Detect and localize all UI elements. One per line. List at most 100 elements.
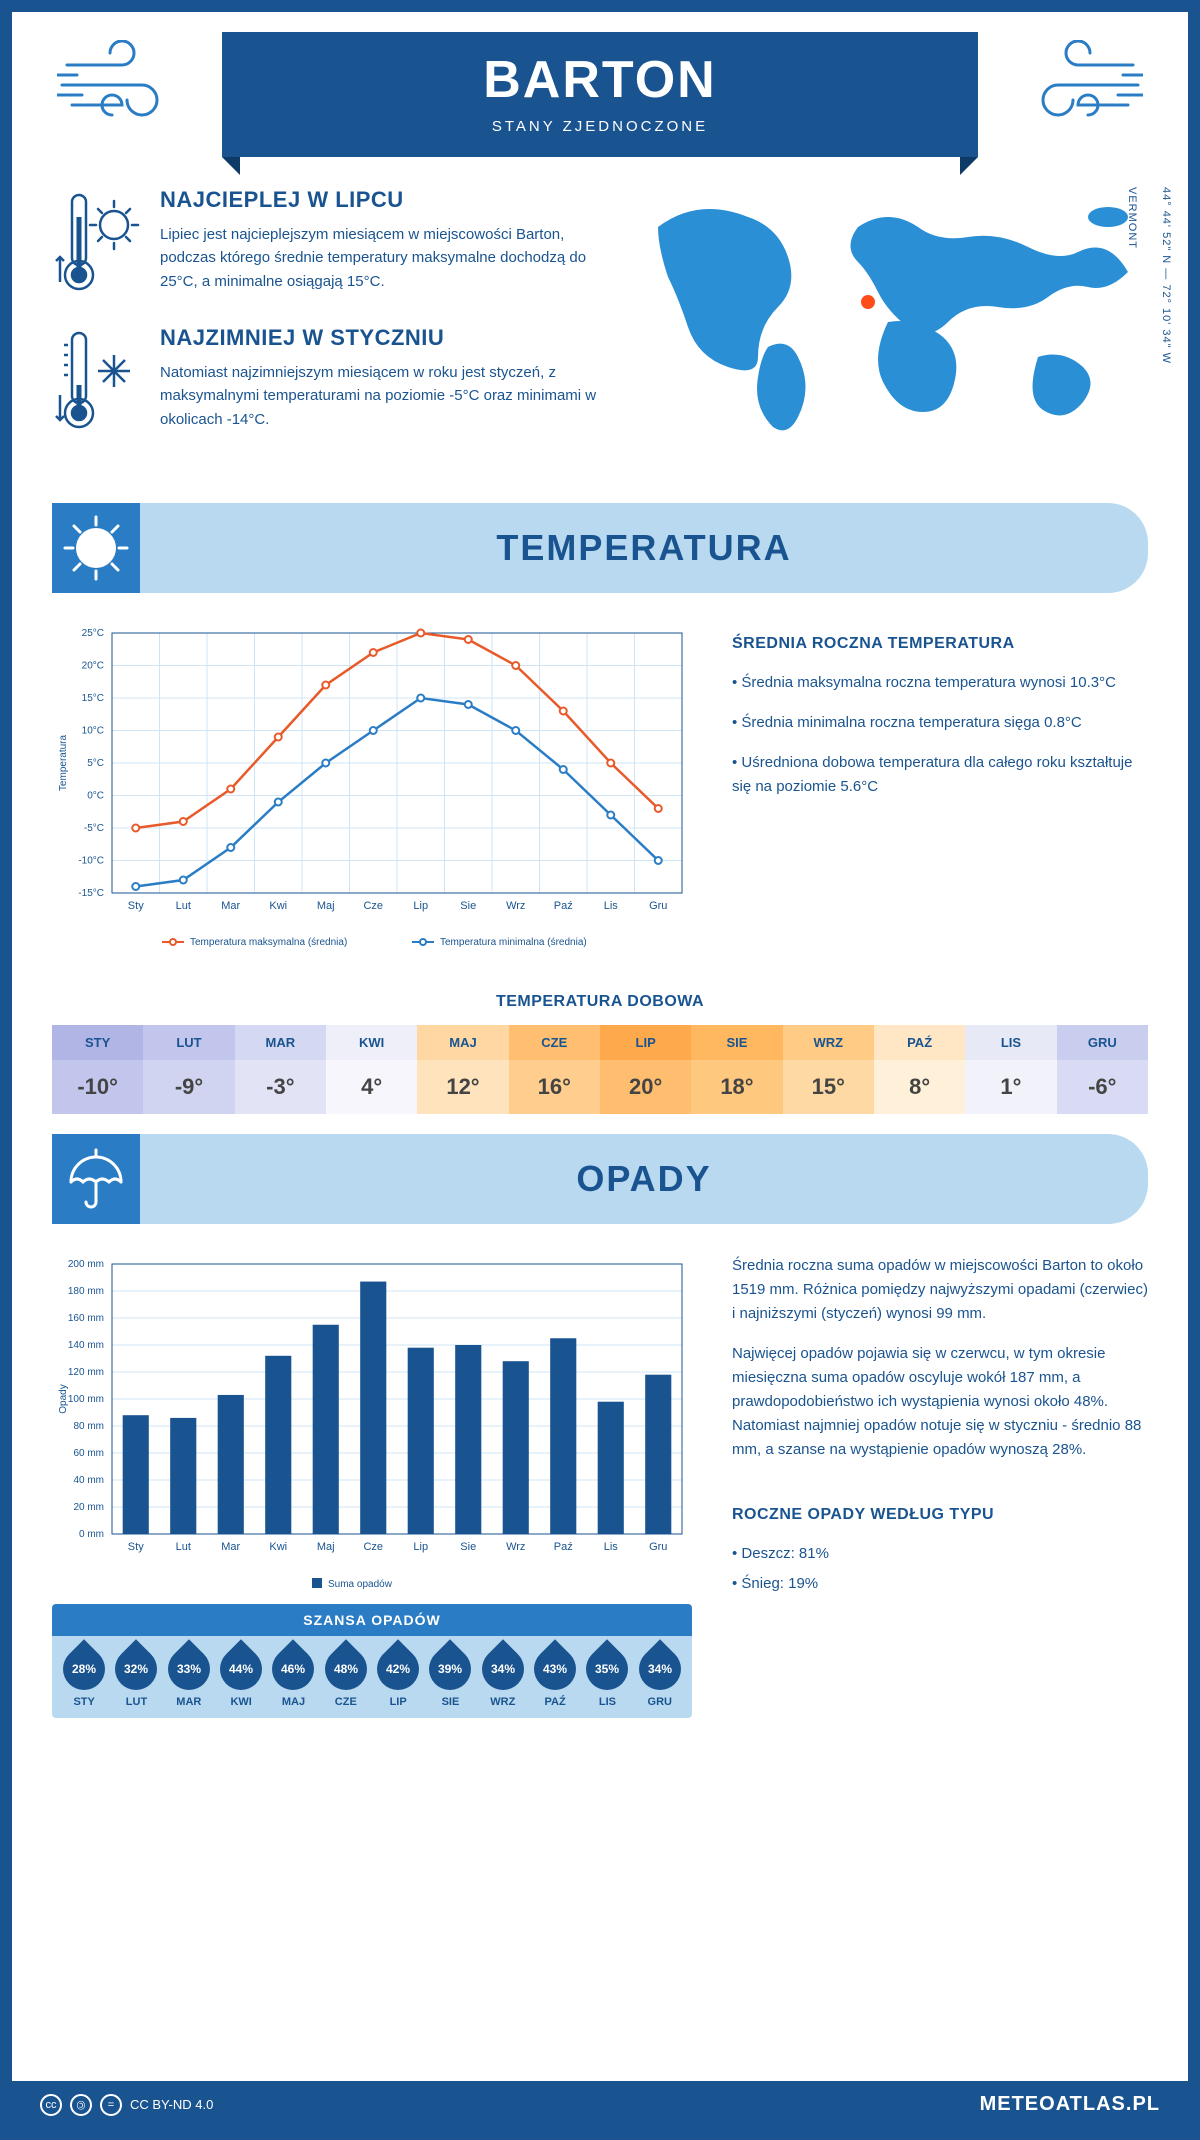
svg-text:10°C: 10°C — [82, 726, 104, 737]
temp-table-col: PAŹ 8° — [874, 1025, 965, 1114]
map-marker — [859, 293, 877, 311]
svg-text:20°C: 20°C — [82, 661, 104, 672]
thermometer-hot-icon — [52, 187, 142, 297]
svg-text:Gru: Gru — [649, 1541, 667, 1553]
wind-icon-right — [998, 32, 1158, 152]
temp-table-col: SIE 18° — [691, 1025, 782, 1114]
license-text: CC BY-ND 4.0 — [130, 2097, 213, 2112]
footer: cc 🄯 = CC BY-ND 4.0 METEOATLAS.PL — [12, 2081, 1188, 2128]
svg-text:Lis: Lis — [604, 1541, 619, 1553]
svg-text:Sie: Sie — [460, 1541, 476, 1553]
warmest-heading: NAJCIEPLEJ W LIPCU — [160, 187, 598, 213]
annual-temp-b1: • Średnia maksymalna roczna temperatura … — [732, 671, 1148, 695]
svg-text:Lis: Lis — [604, 900, 619, 912]
annual-temp-b3: • Uśredniona dobowa temperatura dla całe… — [732, 751, 1148, 799]
annual-temp-b2: • Średnia minimalna roczna temperatura s… — [732, 711, 1148, 735]
thermometer-cold-icon — [52, 325, 142, 435]
nd-icon: = — [100, 2094, 122, 2116]
cc-icon: cc — [40, 2094, 62, 2116]
svg-text:Cze: Cze — [363, 1541, 383, 1553]
temp-table-col: MAR -3° — [235, 1025, 326, 1114]
svg-text:Temperatura: Temperatura — [58, 734, 69, 791]
section-temperature: TEMPERATURA — [52, 503, 1148, 593]
temp-table-col: LIS 1° — [965, 1025, 1056, 1114]
svg-text:Paź: Paź — [554, 900, 573, 912]
svg-text:Maj: Maj — [317, 900, 335, 912]
svg-text:140 mm: 140 mm — [68, 1340, 104, 1351]
svg-text:Sie: Sie — [460, 900, 476, 912]
svg-text:Lip: Lip — [413, 1541, 428, 1553]
chance-item: 33% MAR — [163, 1648, 215, 1708]
sun-icon — [52, 503, 140, 593]
temperature-heading: TEMPERATURA — [140, 527, 1148, 569]
svg-text:Wrz: Wrz — [506, 1541, 525, 1553]
svg-text:180 mm: 180 mm — [68, 1286, 104, 1297]
svg-text:Kwi: Kwi — [269, 1541, 287, 1553]
drop-icon: 34% — [630, 1639, 689, 1698]
wind-icon-left — [42, 32, 202, 152]
svg-text:100 mm: 100 mm — [68, 1394, 104, 1405]
precip-chance-heading: SZANSA OPADÓW — [52, 1604, 692, 1636]
umbrella-icon — [52, 1134, 140, 1224]
svg-text:-15°C: -15°C — [78, 888, 104, 899]
svg-text:Temperatura maksymalna (średni: Temperatura maksymalna (średnia) — [190, 937, 347, 948]
svg-text:Cze: Cze — [363, 900, 383, 912]
coords-label: 44° 44' 52" N — 72° 10' 34" W — [1160, 187, 1172, 364]
svg-text:80 mm: 80 mm — [73, 1421, 104, 1432]
drop-icon: 34% — [473, 1639, 532, 1698]
svg-text:Lip: Lip — [413, 900, 428, 912]
svg-text:-10°C: -10°C — [78, 856, 104, 867]
daily-temp-heading: TEMPERATURA DOBOWA — [12, 993, 1188, 1011]
drop-icon: 44% — [211, 1639, 270, 1698]
chance-item: 28% STY — [58, 1648, 110, 1708]
precip-bytype-heading: ROCZNE OPADY WEDŁUG TYPU — [732, 1502, 1148, 1528]
warmest-text: Lipiec jest najcieplejszym miesiącem w m… — [160, 223, 598, 293]
annual-temp-heading: ŚREDNIA ROCZNA TEMPERATURA — [732, 631, 1148, 657]
svg-text:0°C: 0°C — [87, 791, 104, 802]
svg-text:20 mm: 20 mm — [73, 1502, 104, 1513]
svg-text:0 mm: 0 mm — [79, 1529, 104, 1540]
svg-text:Kwi: Kwi — [269, 900, 287, 912]
drop-icon: 28% — [54, 1639, 113, 1698]
temperature-line-chart: -15°C-10°C-5°C0°C5°C10°C15°C20°C25°CTemp… — [52, 623, 692, 963]
svg-text:Gru: Gru — [649, 900, 667, 912]
svg-text:Opady: Opady — [58, 1384, 69, 1413]
precip-p1: Średnia roczna suma opadów w miejscowośc… — [732, 1254, 1148, 1326]
svg-text:25°C: 25°C — [82, 628, 104, 639]
city-title: BARTON — [222, 50, 978, 110]
svg-text:-5°C: -5°C — [84, 823, 104, 834]
svg-text:Maj: Maj — [317, 1541, 335, 1553]
coldest-heading: NAJZIMNIEJ W STYCZNIU — [160, 325, 598, 351]
temp-table-col: KWI 4° — [326, 1025, 417, 1114]
temp-table-col: LIP 20° — [600, 1025, 691, 1114]
svg-text:Mar: Mar — [221, 1541, 240, 1553]
drop-icon: 32% — [107, 1639, 166, 1698]
svg-text:200 mm: 200 mm — [68, 1259, 104, 1270]
country-subtitle: STANY ZJEDNOCZONE — [222, 118, 978, 135]
drop-icon: 39% — [421, 1639, 480, 1698]
temp-table-col: LUT -9° — [143, 1025, 234, 1114]
precipitation-bar-chart: 0 mm20 mm40 mm60 mm80 mm100 mm120 mm140 … — [52, 1254, 692, 1594]
svg-text:Mar: Mar — [221, 900, 240, 912]
precip-chance-panel: SZANSA OPADÓW 28% STY 32% LUT 33% MAR 44… — [52, 1604, 692, 1718]
precip-p2: Najwięcej opadów pojawia się w czerwcu, … — [732, 1342, 1148, 1462]
chance-item: 43% PAŹ — [529, 1648, 581, 1708]
temp-table-col: CZE 16° — [509, 1025, 600, 1114]
svg-text:160 mm: 160 mm — [68, 1313, 104, 1324]
by-icon: 🄯 — [70, 2094, 92, 2116]
chance-item: 32% LUT — [110, 1648, 162, 1708]
svg-text:Paź: Paź — [554, 1541, 573, 1553]
drop-icon: 46% — [264, 1639, 323, 1698]
drop-icon: 43% — [525, 1639, 584, 1698]
temp-table-col: MAJ 12° — [417, 1025, 508, 1114]
drop-icon: 35% — [578, 1639, 637, 1698]
site-name: METEOATLAS.PL — [980, 2093, 1160, 2116]
drop-icon: 33% — [159, 1639, 218, 1698]
title-banner: BARTON STANY ZJEDNOCZONE — [222, 32, 978, 157]
chance-item: 35% LIS — [581, 1648, 633, 1708]
precip-snow: • Śnieg: 19% — [732, 1572, 1148, 1596]
svg-text:Lut: Lut — [176, 1541, 191, 1553]
svg-text:60 mm: 60 mm — [73, 1448, 104, 1459]
svg-text:Lut: Lut — [176, 900, 191, 912]
chance-item: 46% MAJ — [267, 1648, 319, 1708]
